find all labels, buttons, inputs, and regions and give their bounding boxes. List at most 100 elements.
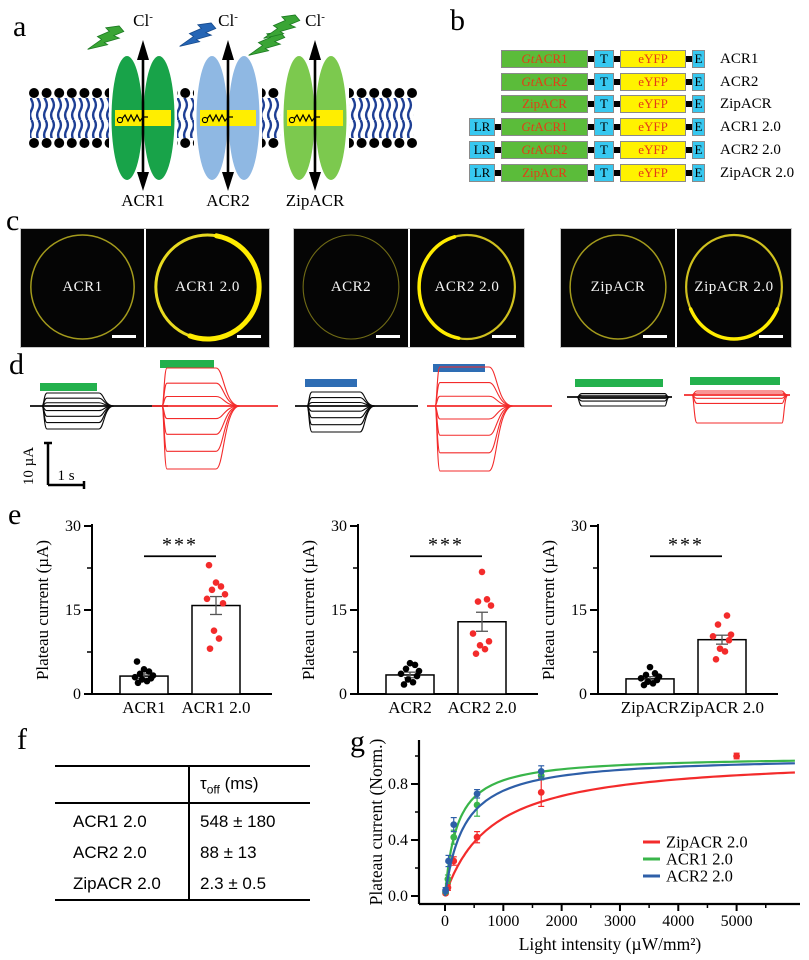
circle-shape xyxy=(381,88,392,98)
ion-flux-arrow xyxy=(137,172,149,191)
panel-f-label: f xyxy=(17,723,27,756)
photocurrent-trace xyxy=(684,392,790,396)
photocurrent-trace xyxy=(295,391,418,407)
y-tick-label: 30 xyxy=(331,518,347,535)
linker-connector xyxy=(686,56,692,62)
significance-stars: *** xyxy=(668,534,704,556)
scale-bar xyxy=(237,334,261,338)
light-stimulus-bar xyxy=(40,383,97,391)
linker-connector xyxy=(588,56,594,62)
t-linker-box: T xyxy=(594,95,614,114)
y-tick-label: 30 xyxy=(571,518,587,535)
scatter-dot xyxy=(413,672,421,680)
scatter-dot xyxy=(221,591,229,598)
scatter-dot xyxy=(411,661,419,669)
scatter-dot xyxy=(712,655,720,663)
light-stimulus-bar xyxy=(160,360,214,368)
ion-label: Cl- xyxy=(218,11,238,30)
opsin-gene-box: Gt ACR1 xyxy=(501,118,588,137)
panel-d-label: d xyxy=(9,348,24,381)
eyfp-box: eYFP xyxy=(620,95,686,114)
photocurrent-trace xyxy=(684,394,790,424)
linker-connector xyxy=(686,146,692,153)
photocurrent-trace xyxy=(30,402,168,407)
tspan-shape: - xyxy=(149,11,153,23)
oocyte-label: ACR1 2.0 xyxy=(175,278,240,295)
scatter-dot xyxy=(723,612,731,619)
light-stimulus-bar xyxy=(305,379,357,387)
photocurrent-trace xyxy=(427,382,552,407)
bar xyxy=(191,604,241,695)
scatter-dot xyxy=(716,645,724,652)
tau-symbol: τ xyxy=(200,774,207,793)
data-point xyxy=(733,752,740,760)
tau-unit: (ms) xyxy=(219,774,259,793)
eyfp-box: eYFP xyxy=(620,72,686,91)
time-scale-label: 1 s xyxy=(57,468,74,484)
significance-stars: *** xyxy=(162,534,198,556)
i-shape: Gt xyxy=(521,119,535,135)
legend-label: ZipACR 2.0 xyxy=(666,833,748,852)
e-tag-box: E xyxy=(692,50,705,68)
scatter-dot xyxy=(637,675,645,682)
panel-c-label: c xyxy=(6,204,20,237)
scatter-dot xyxy=(397,670,405,678)
oocyte-label: ACR2 xyxy=(330,278,372,295)
table-row-value: 88 ± 13 xyxy=(200,843,257,862)
oocyte-image: ACR2 2.0 xyxy=(410,229,524,347)
data-point xyxy=(445,857,452,865)
photocurrent-trace xyxy=(152,382,278,407)
scatter-dot xyxy=(404,676,412,683)
linker-connector xyxy=(588,78,594,85)
table-header-tau: τoff (ms) xyxy=(200,774,259,796)
scatter-dot xyxy=(406,659,414,667)
x-category-label: ZipACR 2.0 xyxy=(680,698,764,717)
tspan-shape: Cl xyxy=(305,11,321,30)
circle-shape xyxy=(54,138,65,148)
scatter-dot xyxy=(725,636,733,644)
scatter-dot xyxy=(727,631,735,638)
oocyte-image: ACR2 xyxy=(294,229,408,347)
scatter-dot xyxy=(485,638,493,645)
tau-off-table: τoff (ms) ACR1 2.0 548 ± 180 ACR2 2.0 88… xyxy=(55,765,310,901)
light-stimulus-bar xyxy=(575,379,663,387)
oocyte-image-pair: ZipACR ZipACR 2.0 xyxy=(560,228,792,348)
photocurrent-trace xyxy=(152,405,278,470)
opsin-gene-box: ZipACR xyxy=(501,95,588,114)
oocyte-membrane-ring xyxy=(302,234,400,340)
svg-shape xyxy=(30,234,135,340)
x-tick-label: 4000 xyxy=(662,913,694,930)
oocyte-image: ACR1 xyxy=(21,229,144,347)
scatter-dot xyxy=(400,681,408,688)
scatter-dot xyxy=(145,668,153,675)
photocurrent-trace xyxy=(427,366,552,407)
construct-name: ACR2 xyxy=(720,73,759,90)
scatter-dot xyxy=(481,645,489,653)
photocurrent-trace xyxy=(152,405,278,420)
circle-shape xyxy=(180,138,191,148)
circle-shape xyxy=(116,116,124,124)
scale-bar xyxy=(492,334,516,338)
bright-membrane-arc xyxy=(187,233,262,342)
circle-shape xyxy=(369,138,380,148)
construct-name: ACR1 2.0 xyxy=(720,119,781,136)
table-row-value: 548 ± 180 xyxy=(200,812,276,831)
eyfp-box: eYFP xyxy=(620,118,686,137)
y-tick-label: 0 xyxy=(339,686,347,703)
y-axis-title: Plateau current (Norm.) xyxy=(366,738,386,905)
linker-connector xyxy=(614,56,620,62)
photocurrent-trace xyxy=(152,405,278,452)
bright-membrane-arc xyxy=(417,235,461,340)
photocurrent-trace xyxy=(427,405,552,454)
y-tick-label: 15 xyxy=(571,602,587,619)
y-tick-label: 15 xyxy=(331,602,347,619)
bar-chart-acr1: 0 15 30 Plateau current (µA) ACR1 ACR1 2.0 *** xyxy=(33,518,272,717)
i-shape: Gt xyxy=(521,141,535,157)
y-axis-title: Plateau current (µA) xyxy=(539,540,558,680)
tau-subscript: off xyxy=(206,782,220,797)
construct-name: ACR1 xyxy=(720,51,759,67)
data-point xyxy=(442,887,449,894)
